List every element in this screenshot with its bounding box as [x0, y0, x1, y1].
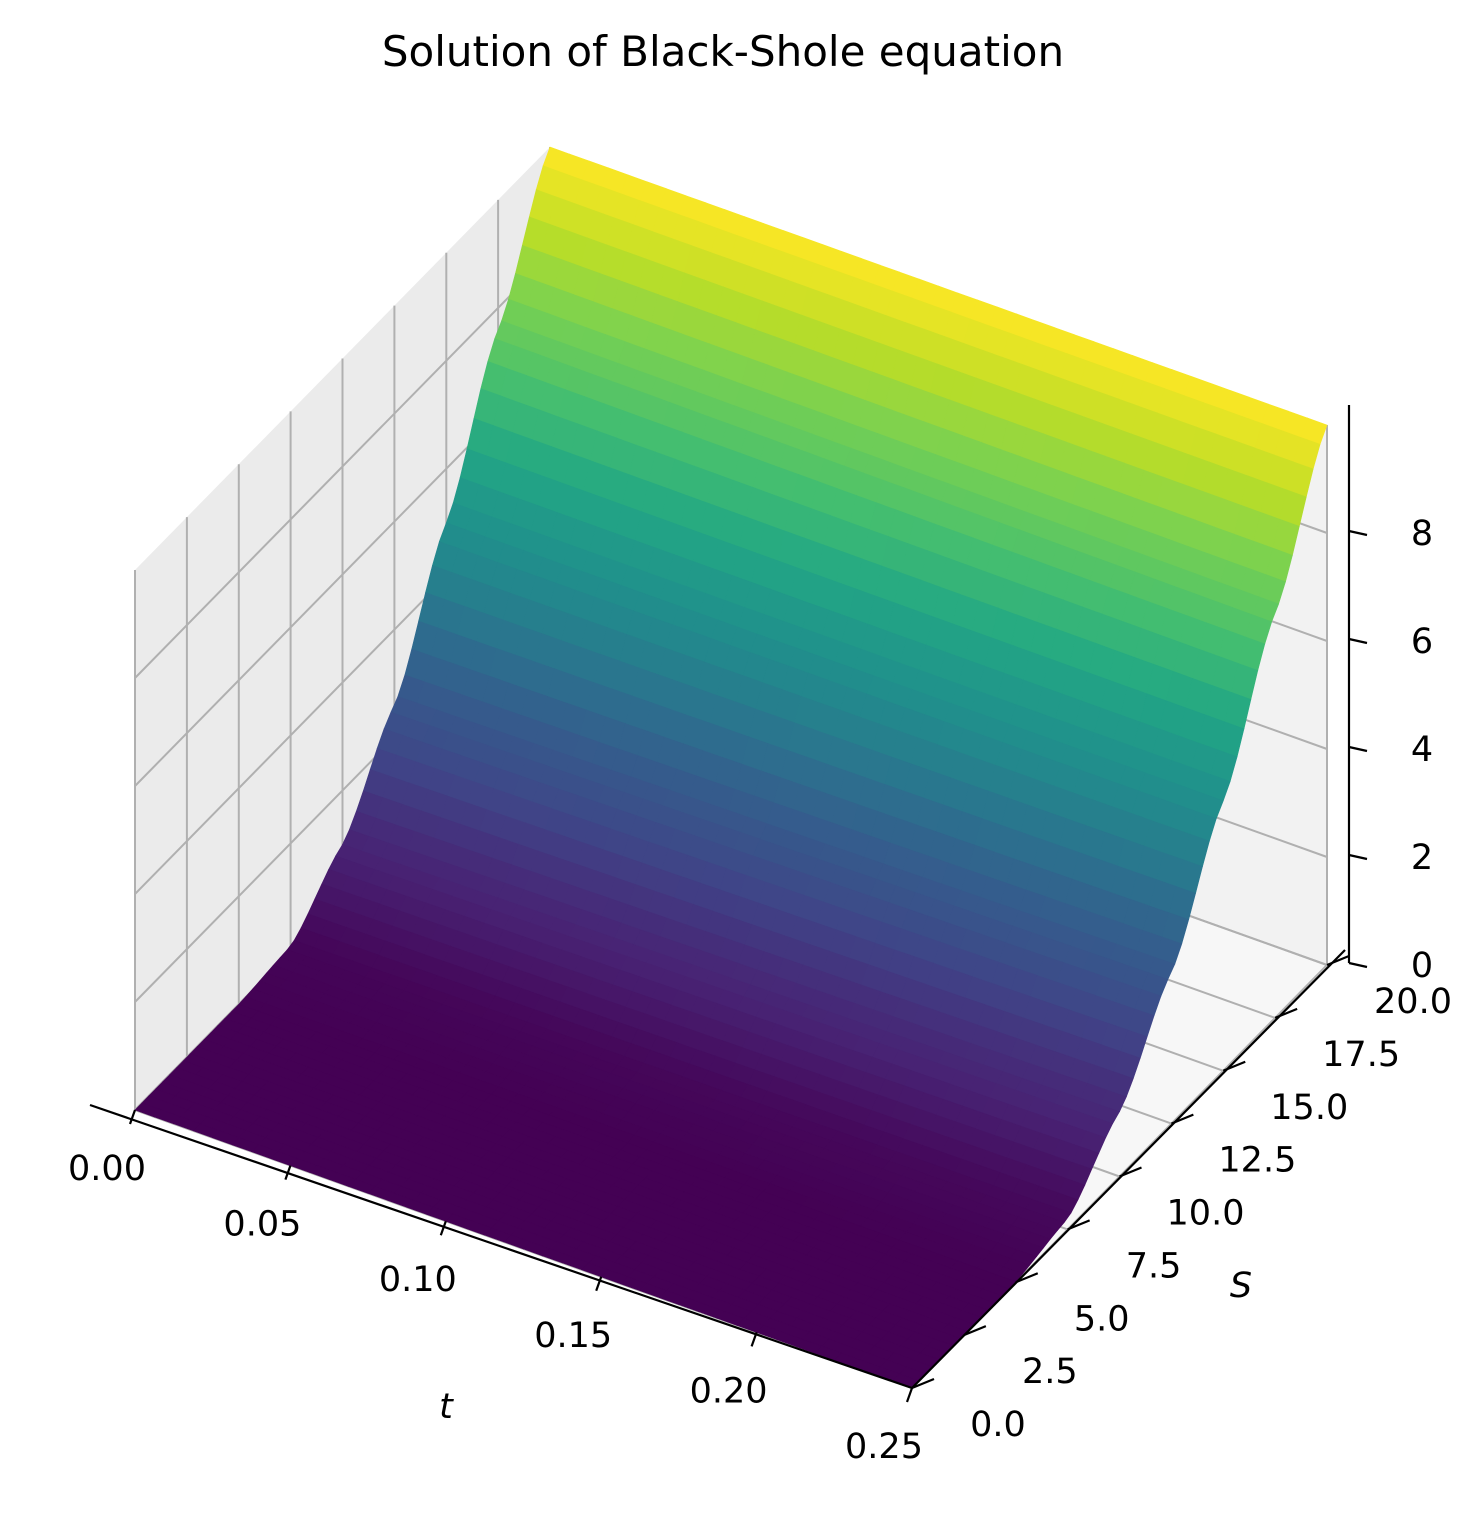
y-tick-label: 10.0: [1167, 1194, 1245, 1234]
x-tick-label: 0.10: [379, 1260, 457, 1300]
y-tick-label: 5.0: [1074, 1299, 1130, 1339]
x-axis-label: t: [439, 1387, 454, 1427]
x-tick-mark: [595, 1276, 603, 1292]
y-tick-mark: [911, 1377, 935, 1390]
z-tick-label: 2: [1411, 838, 1433, 878]
surface-plot: [134, 146, 1328, 1389]
t-axis-line: [89, 1103, 913, 1390]
x-tick-label: 0.00: [68, 1149, 146, 1189]
z-tick-mark: [1348, 637, 1368, 645]
x-tick-mark: [750, 1332, 758, 1347]
y-tick-mark: [1222, 1060, 1246, 1072]
s-axis-line: [911, 949, 1346, 1389]
y-tick-mark: [963, 1325, 987, 1337]
y-tick-mark: [1015, 1272, 1039, 1284]
tick-labels: 0.00 0.05 0.10 0.15 0.20 0.25 0.0 2.5 5.0 7.5 10.0…: [68, 514, 1452, 1467]
z-tick-mark: [1348, 853, 1368, 861]
x-tick-mark: [128, 1109, 137, 1125]
z-tick-label: 8: [1411, 514, 1433, 554]
y-tick-mark: [1067, 1219, 1091, 1231]
y-axis-label: S: [1230, 1266, 1252, 1306]
z-tick-label: 4: [1411, 730, 1433, 770]
y-tick-mark: [1274, 1007, 1298, 1019]
x-tick-label: 0.15: [534, 1316, 612, 1356]
y-tick-label: 2.5: [1022, 1352, 1078, 1392]
y-tick-label: 15.0: [1270, 1088, 1348, 1128]
x-tick-label: 0.25: [845, 1427, 923, 1467]
y-tick-label: 0.0: [970, 1405, 1026, 1445]
x-tick-label: 0.05: [223, 1205, 301, 1245]
tick-marks: [128, 529, 1368, 1403]
z-tick-mark: [1348, 961, 1368, 969]
axis-lines: [89, 405, 1351, 1390]
y-tick-label: 17.5: [1322, 1035, 1400, 1075]
x-tick-mark: [439, 1220, 447, 1236]
y-tick-label: 20.0: [1374, 982, 1452, 1022]
x-tick-mark: [905, 1387, 914, 1403]
chart-title: Solution of Black-Shole equation: [382, 27, 1064, 76]
y-tick-mark: [1326, 954, 1350, 967]
y-tick-mark: [1119, 1166, 1142, 1178]
y-tick-label: 12.5: [1218, 1141, 1296, 1181]
z-tick-label: 6: [1411, 622, 1433, 662]
y-tick-mark: [1170, 1113, 1194, 1125]
x-tick-mark: [284, 1165, 292, 1180]
z-tick-label: 0: [1411, 946, 1433, 986]
z-tick-mark: [1348, 745, 1368, 753]
x-tick-label: 0.20: [690, 1371, 768, 1411]
y-tick-label: 7.5: [1126, 1246, 1182, 1286]
z-tick-mark: [1348, 529, 1368, 537]
